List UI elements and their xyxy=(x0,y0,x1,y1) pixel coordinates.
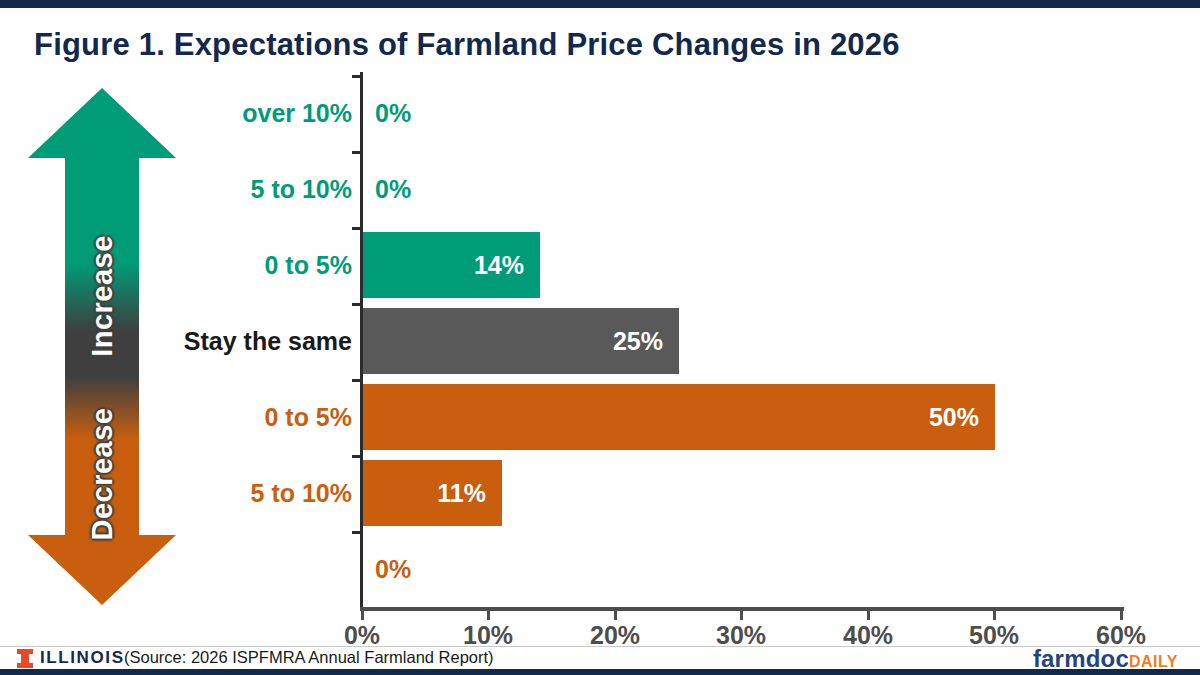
bar-area: 0% xyxy=(363,75,1123,151)
bar-area: 0% xyxy=(363,531,1123,607)
x-tick-mark xyxy=(487,611,490,620)
bar-row-stay-the-same: Stay the same 25% xyxy=(0,303,1200,379)
bar-area: 0% xyxy=(363,151,1123,227)
category-label: Stay the same xyxy=(140,303,352,379)
value-label: 0% xyxy=(375,156,411,222)
daily-wordmark: DAILY xyxy=(1129,653,1178,670)
bar-row-increase-over-10: over 10% 0% xyxy=(0,75,1200,151)
bar-area: 11% xyxy=(363,455,1123,531)
x-tick-mark xyxy=(614,611,617,620)
bar-area: 14% xyxy=(363,227,1123,303)
bar-row-increase-0-5: 0 to 5% 14% xyxy=(0,227,1200,303)
value-label: 11% xyxy=(363,460,486,526)
category-label: 0 to 5% xyxy=(140,227,352,303)
bottom-border-bar xyxy=(0,669,1200,675)
value-label: 0% xyxy=(375,536,411,602)
x-tick-mark xyxy=(361,611,364,620)
bar-row-decrease-5-10: 5 to 10% 11% xyxy=(0,455,1200,531)
category-label: 5 to 10% xyxy=(140,151,352,227)
value-label: 0% xyxy=(375,80,411,146)
x-tick-mark xyxy=(867,611,870,620)
bar-area: 50% xyxy=(363,379,1123,455)
x-tick-mark xyxy=(993,611,996,620)
value-label: 50% xyxy=(363,384,979,450)
top-border-bar xyxy=(0,0,1200,8)
category-label: 0 to 5% xyxy=(140,379,352,455)
bar-area: 25% xyxy=(363,303,1123,379)
bar-row-increase-5-10: 5 to 10% 0% xyxy=(0,151,1200,227)
value-label: 25% xyxy=(363,308,663,374)
x-tick-mark xyxy=(1120,611,1123,620)
category-label: over 10% xyxy=(140,75,352,151)
figure-canvas: Figure 1. Expectations of Farmland Price… xyxy=(0,0,1200,675)
illinois-wordmark: ILLINOIS xyxy=(40,648,125,668)
x-tick-mark xyxy=(740,611,743,620)
source-text: (Source: 2026 ISPFMRA Annual Farmland Re… xyxy=(124,648,494,667)
chart-title: Figure 1. Expectations of Farmland Price… xyxy=(34,27,900,63)
bar-row-decrease-0-5: 0 to 5% 50% xyxy=(0,379,1200,455)
bar-row-decrease-over-10: 0% xyxy=(0,531,1200,607)
footer: ILLINOIS (Source: 2026 ISPFMRA Annual Fa… xyxy=(0,647,1200,669)
illinois-block-i-icon xyxy=(17,649,33,668)
category-label xyxy=(140,531,352,607)
value-label: 14% xyxy=(363,232,524,298)
category-label: 5 to 10% xyxy=(140,455,352,531)
farmdoc-wordmark: farmdoc xyxy=(1033,645,1129,672)
